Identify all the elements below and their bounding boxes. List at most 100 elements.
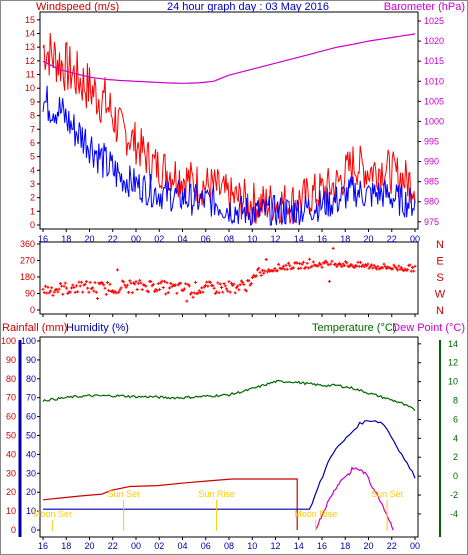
direction-point — [72, 285, 76, 289]
direction-point — [163, 279, 167, 283]
direction-point — [306, 266, 310, 270]
direction-point — [341, 262, 345, 266]
baro-y-tick-label: 975 — [424, 217, 439, 227]
direction-point — [203, 284, 207, 288]
compass-label: E — [436, 256, 443, 268]
direction-point — [101, 281, 105, 285]
direction-point — [185, 299, 189, 303]
direction-point — [233, 291, 237, 295]
humidity-y-tick-label: 50 — [26, 431, 36, 441]
direction-point — [200, 286, 204, 290]
direction-point — [206, 284, 210, 288]
direction-point — [124, 285, 128, 289]
direction-point — [325, 261, 329, 265]
direction-point — [119, 286, 123, 290]
direction-point — [51, 293, 55, 297]
direction-point — [275, 269, 279, 273]
direction-point — [65, 286, 69, 290]
direction-point — [86, 286, 90, 290]
direction-point — [327, 279, 331, 283]
direction-point — [216, 281, 220, 285]
wind-y-tick-label: 15 — [25, 15, 35, 25]
baro-label: Barometer (hPa) — [384, 1, 465, 13]
direction-point — [175, 291, 179, 295]
direction-point — [113, 289, 117, 293]
direction-point — [156, 282, 160, 286]
humidity-y-tick-label: 80 — [26, 374, 36, 384]
direction-point — [96, 297, 100, 301]
direction-point — [208, 280, 212, 284]
direction-point — [58, 281, 62, 285]
direction-point — [43, 284, 47, 288]
direction-point — [291, 266, 295, 270]
direction-point — [151, 282, 155, 286]
direction-point — [265, 270, 269, 274]
direction-point — [256, 268, 260, 272]
wind-y-tick-label: 2 — [30, 193, 35, 203]
direction-point — [92, 289, 96, 293]
wind-x-tick-label: 22 — [387, 234, 397, 244]
temp-y-tick-label: 4 — [453, 433, 458, 443]
direction-point — [201, 290, 205, 294]
direction-point — [105, 281, 109, 285]
rain-x-tick-label: 12 — [270, 541, 280, 551]
direction-point — [48, 289, 52, 293]
baro-y-tick-label: 1000 — [424, 116, 444, 126]
direction-point — [264, 257, 268, 261]
direction-point — [350, 263, 354, 267]
direction-point — [222, 282, 226, 286]
direction-point — [83, 282, 87, 286]
direction-point — [329, 262, 333, 266]
direction-point — [247, 279, 251, 283]
temp-y-tick-label: 2 — [453, 452, 458, 462]
rain-y-tick-label: 70 — [6, 393, 16, 403]
direction-y-tick-label: 90 — [25, 289, 35, 299]
direction-point — [411, 265, 415, 269]
event-marker-label: Sun Set — [371, 489, 404, 499]
direction-point — [138, 278, 142, 282]
direction-point — [244, 289, 248, 293]
direction-point — [127, 290, 131, 294]
humidity-y-tick-label: 20 — [26, 487, 36, 497]
wind-x-tick-label: 02 — [154, 234, 164, 244]
rainfall-line — [42, 478, 298, 530]
direction-point — [215, 290, 219, 294]
direction-point — [284, 263, 288, 267]
direction-point — [47, 291, 51, 295]
direction-point — [46, 285, 50, 289]
wind-x-tick-label: 00 — [410, 234, 420, 244]
wind-x-tick-label: 00 — [131, 234, 141, 244]
humidity-y-tick-label: 60 — [26, 412, 36, 422]
direction-point — [134, 280, 138, 284]
direction-point — [191, 295, 195, 299]
wind-y-tick-label: 6 — [30, 138, 35, 148]
direction-point — [103, 286, 107, 290]
direction-point — [236, 284, 240, 288]
direction-point — [258, 270, 262, 274]
rain-y-tick-label: 40 — [6, 449, 16, 459]
rain-x-tick-label: 14 — [294, 541, 304, 551]
direction-point — [225, 287, 229, 291]
direction-point — [367, 266, 371, 270]
wind-x-tick-label: 20 — [363, 234, 373, 244]
event-marker-label: Sun Set — [108, 489, 141, 499]
direction-point — [118, 288, 122, 292]
wind-x-tick-label: 10 — [247, 234, 257, 244]
direction-y-tick-label: 0 — [30, 305, 35, 315]
direction-point — [331, 246, 335, 250]
rain-x-tick-label: 06 — [201, 541, 211, 551]
dewpoint-label: Dew Point (°C) — [392, 322, 465, 334]
temp-y-tick-label: 0 — [453, 471, 458, 481]
direction-point — [94, 290, 98, 294]
direction-point — [223, 284, 227, 288]
compass-label: S — [436, 272, 443, 284]
direction-point — [149, 279, 153, 283]
direction-point — [324, 259, 328, 263]
wind-x-tick-label: 18 — [340, 234, 350, 244]
direction-point — [41, 287, 45, 291]
direction-point — [87, 290, 91, 294]
direction-point — [125, 283, 129, 287]
temperature-line — [42, 380, 416, 412]
direction-point — [182, 287, 186, 291]
